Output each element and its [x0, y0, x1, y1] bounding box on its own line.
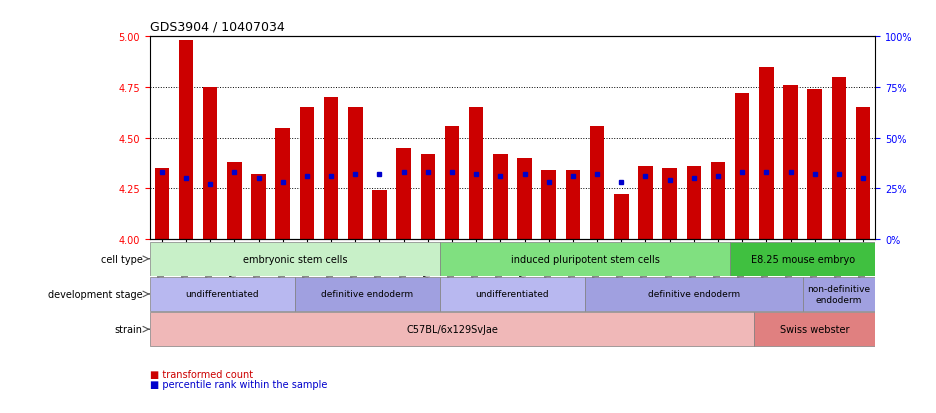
Text: embryonic stem cells: embryonic stem cells [242, 254, 347, 264]
Bar [179, 41, 194, 240]
Bar [154, 169, 169, 240]
Bar [397, 148, 411, 240]
Bar [150, 313, 754, 346]
Text: definitive endoderm: definitive endoderm [648, 290, 739, 299]
Bar [614, 195, 629, 240]
Text: undifferentiated: undifferentiated [185, 290, 259, 299]
Bar [373, 191, 387, 240]
Text: induced pluripotent stem cells: induced pluripotent stem cells [510, 254, 660, 264]
Text: ■ transformed count: ■ transformed count [150, 369, 253, 379]
Bar [275, 128, 290, 240]
Text: C57BL/6x129SvJae: C57BL/6x129SvJae [406, 324, 498, 335]
Bar [730, 242, 875, 276]
Bar [710, 163, 725, 240]
Bar [295, 278, 440, 311]
Bar [440, 242, 730, 276]
Text: undifferentiated: undifferentiated [475, 290, 549, 299]
Bar [783, 86, 797, 240]
Bar [300, 108, 314, 240]
Bar [687, 167, 701, 240]
Text: ■ percentile rank within the sample: ■ percentile rank within the sample [150, 379, 328, 389]
Text: development stage: development stage [48, 289, 142, 299]
Bar [754, 313, 875, 346]
Text: non-definitive
endoderm: non-definitive endoderm [808, 285, 870, 304]
Bar [832, 78, 846, 240]
Bar [420, 154, 435, 240]
Bar [445, 126, 460, 240]
Text: Swiss webster: Swiss webster [780, 324, 850, 335]
Text: cell type: cell type [101, 254, 142, 264]
Bar [735, 94, 750, 240]
Bar [469, 108, 484, 240]
Bar [663, 169, 677, 240]
Bar [150, 242, 440, 276]
Bar [638, 167, 652, 240]
Bar [252, 175, 266, 240]
Bar [203, 88, 217, 240]
Text: E8.25 mouse embryo: E8.25 mouse embryo [751, 254, 855, 264]
Bar [493, 154, 507, 240]
Bar [590, 126, 605, 240]
Bar [759, 68, 774, 240]
Bar [227, 163, 241, 240]
Bar [585, 278, 803, 311]
Bar [808, 90, 822, 240]
Text: strain: strain [114, 324, 142, 335]
Bar [440, 278, 585, 311]
Bar [150, 278, 295, 311]
Bar [348, 108, 362, 240]
Text: definitive endoderm: definitive endoderm [321, 290, 414, 299]
Bar [542, 171, 556, 240]
Bar [324, 98, 339, 240]
Bar [856, 108, 870, 240]
Bar [518, 159, 532, 240]
Bar [565, 171, 580, 240]
Text: GDS3904 / 10407034: GDS3904 / 10407034 [150, 20, 285, 33]
Bar [803, 278, 875, 311]
